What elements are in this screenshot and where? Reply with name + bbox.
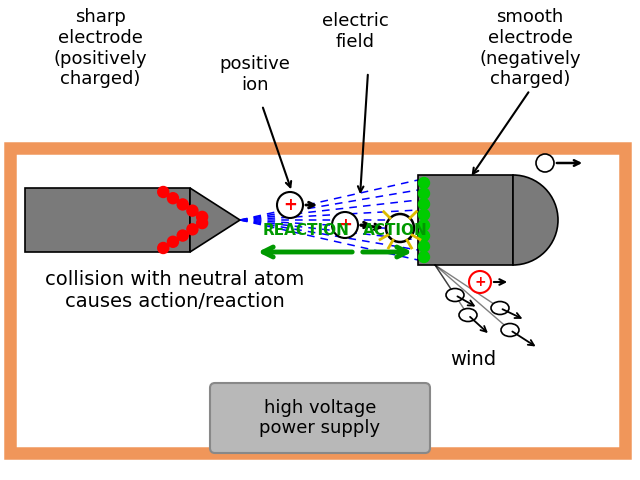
Circle shape — [168, 193, 179, 204]
Circle shape — [177, 230, 188, 241]
Circle shape — [177, 199, 188, 210]
Text: REACTION: REACTION — [263, 223, 350, 238]
Wedge shape — [513, 175, 558, 265]
Ellipse shape — [459, 309, 477, 322]
Circle shape — [277, 192, 303, 218]
Ellipse shape — [446, 288, 464, 301]
Circle shape — [536, 154, 554, 172]
Polygon shape — [190, 188, 240, 252]
Circle shape — [419, 241, 429, 252]
Ellipse shape — [491, 301, 509, 314]
Circle shape — [386, 214, 414, 242]
Circle shape — [196, 211, 207, 222]
Circle shape — [187, 224, 198, 235]
FancyBboxPatch shape — [210, 383, 430, 453]
Bar — [25, 188, 190, 252]
Text: +: + — [283, 196, 297, 214]
Circle shape — [419, 230, 429, 241]
Circle shape — [157, 187, 169, 197]
Circle shape — [187, 205, 198, 216]
Circle shape — [168, 236, 179, 247]
Circle shape — [469, 271, 491, 293]
Circle shape — [419, 220, 429, 231]
Text: ACTION: ACTION — [363, 223, 428, 238]
Bar — [418, 175, 513, 265]
Circle shape — [419, 178, 429, 189]
Ellipse shape — [501, 324, 519, 336]
Circle shape — [419, 209, 429, 220]
Text: collision with neutral atom
causes action/reaction: collision with neutral atom causes actio… — [45, 270, 305, 311]
Text: smooth
electrode
(negatively
charged): smooth electrode (negatively charged) — [479, 8, 581, 88]
Circle shape — [196, 217, 207, 228]
Text: positive
ion: positive ion — [220, 55, 291, 94]
Text: high voltage
power supply: high voltage power supply — [259, 398, 381, 437]
Circle shape — [332, 212, 358, 238]
Text: wind: wind — [450, 350, 496, 369]
Text: sharp
electrode
(positively
charged): sharp electrode (positively charged) — [53, 8, 147, 88]
Circle shape — [419, 188, 429, 199]
Circle shape — [419, 199, 429, 210]
Circle shape — [419, 252, 429, 263]
Text: electric
field: electric field — [322, 12, 388, 51]
Text: +: + — [338, 216, 352, 234]
Bar — [10, 148, 625, 453]
Text: +: + — [474, 275, 486, 289]
Circle shape — [157, 242, 169, 253]
